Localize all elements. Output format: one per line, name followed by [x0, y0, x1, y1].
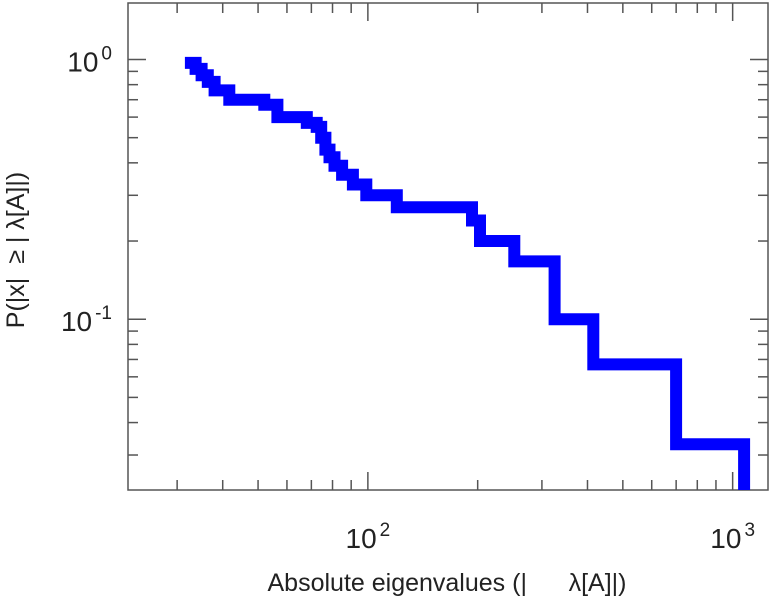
x-tick-label: 10 3: [710, 520, 755, 554]
axis-ticks: [128, 3, 768, 490]
y-tick-label: 10 0: [67, 43, 112, 77]
x-axis-title: Absolute eigenvalues (| λ[A]|): [268, 569, 627, 597]
cumulative-distribution-line: [184, 56, 751, 490]
x-tick-label: 10 2: [346, 520, 391, 554]
y-axis-title: P(|x| ≥ | λ[A]|): [2, 172, 30, 328]
y-tick-label: 10 -1: [61, 303, 112, 337]
plot-frame: [127, 2, 769, 491]
tick-labels: 10 2 10 3 10 -1 10 0: [61, 43, 755, 554]
